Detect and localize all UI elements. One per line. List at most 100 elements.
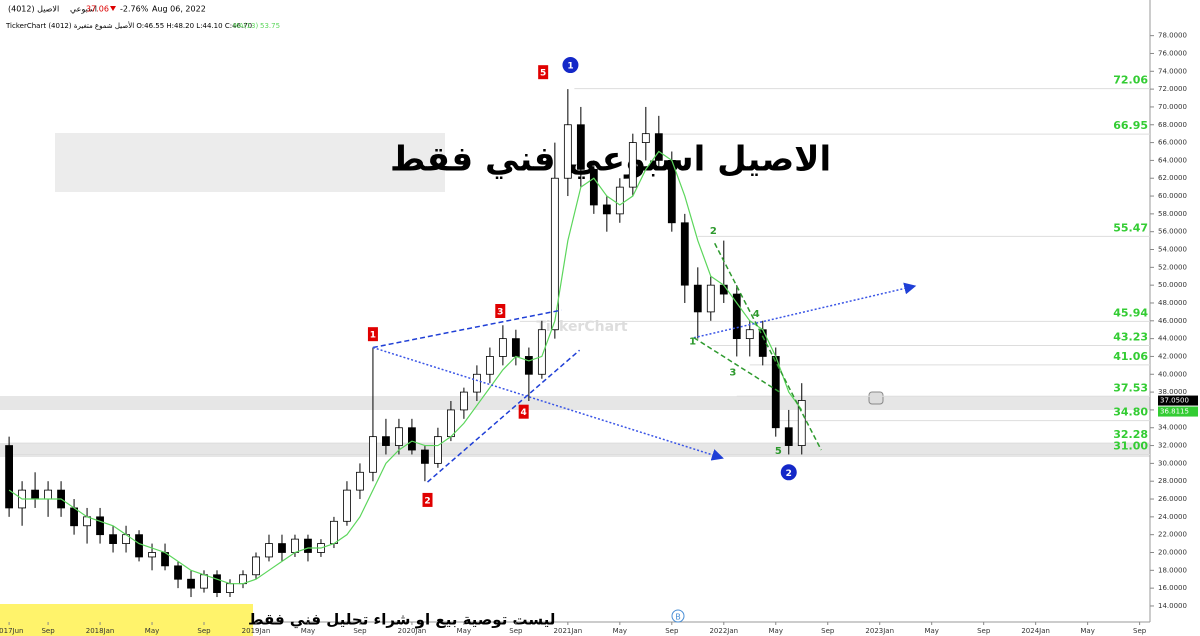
x-tick-label: May: [145, 627, 159, 635]
date: Aug 06, 2022: [152, 5, 206, 14]
y-tick-label: 26.0000: [1158, 495, 1187, 503]
x-tick-label: May: [924, 627, 938, 635]
wave-label: 5: [540, 69, 546, 79]
x-tick-label: 2022Jan: [709, 627, 738, 635]
wave-label: 2: [786, 469, 792, 479]
wave-box: [518, 404, 529, 419]
last-price: 37.06: [86, 5, 109, 14]
candle-body: [265, 543, 273, 558]
watermark: TickerChart: [536, 319, 628, 335]
trendline: [372, 309, 562, 349]
x-tick-label: May: [613, 627, 627, 635]
wave-label: 3: [497, 308, 503, 318]
y-tick-label: 74.0000: [1158, 67, 1187, 75]
y-tick-label: 28.0000: [1158, 477, 1187, 485]
candle-body: [187, 578, 195, 589]
candle-body: [693, 284, 702, 313]
level-label: 43.23: [1113, 330, 1148, 343]
candle-body: [563, 124, 572, 179]
candle-body: [472, 373, 481, 393]
candle-body: [304, 538, 312, 553]
candle-body: [784, 427, 793, 446]
wave-label: 1: [370, 331, 376, 341]
disclaimer: ليست توصية بيع او شراء تحليل فني فقط: [248, 611, 555, 629]
marker-b-text: B: [675, 613, 681, 622]
y-tick-label: 18.0000: [1158, 566, 1187, 574]
candle-body: [654, 133, 663, 161]
y-tick-label: 50.0000: [1158, 281, 1187, 289]
x-tick-label: May: [301, 627, 315, 635]
candle-body: [252, 556, 260, 576]
candle-body: [369, 436, 377, 473]
wave-label: 4: [753, 309, 760, 320]
wave-box: [367, 327, 378, 342]
y-tick-label: 42.0000: [1158, 352, 1187, 360]
y-tick-label: 58.0000: [1158, 210, 1187, 218]
x-tick-label: 2018Jan: [86, 627, 115, 635]
y-tick-label: 52.0000: [1158, 263, 1187, 271]
y-tick-label: 14.0000: [1158, 602, 1187, 610]
disclaimer-box: [0, 604, 253, 636]
x-tick-label: Sep: [977, 627, 991, 635]
trendline: [693, 337, 781, 393]
level-label: 32.28: [1113, 428, 1148, 441]
x-tick-label: 2019Jan: [242, 627, 271, 635]
y-tick-label: 38.0000: [1158, 388, 1187, 396]
candle-body: [447, 409, 455, 438]
candle-body: [511, 338, 520, 357]
icon: [868, 391, 884, 405]
price-tag-label: 37.0500: [1160, 397, 1189, 405]
level-label: 41.06: [1113, 350, 1148, 363]
ma-name: MA(13): [233, 22, 258, 30]
y-tick-label: 46.0000: [1158, 317, 1187, 325]
candle-body: [615, 186, 624, 215]
candle-body: [44, 489, 52, 500]
x-tick-label: 2020Jan: [398, 627, 427, 635]
y-tick-label: 78.0000: [1158, 32, 1187, 40]
y-tick-label: 24.0000: [1158, 513, 1187, 521]
x-tick-label: Sep: [197, 627, 211, 635]
candle-body: [148, 552, 156, 558]
candle-body: [291, 538, 299, 553]
x-tick-label: 2021Jan: [554, 627, 583, 635]
candle-body: [70, 507, 78, 527]
y-tick-label: 16.0000: [1158, 584, 1187, 592]
candle-body: [589, 168, 598, 206]
y-tick-label: 66.0000: [1158, 139, 1187, 147]
wave-label: 3: [729, 368, 736, 379]
x-tick-label: Sep: [1133, 627, 1147, 635]
candle-body: [680, 222, 689, 286]
candle-body: [5, 445, 13, 509]
x-tick-label: 2024Jan: [1021, 627, 1050, 635]
level-label: 72.06: [1113, 74, 1148, 87]
trendline: [693, 282, 917, 339]
down-arrow: [110, 6, 116, 11]
x-tick-label: Sep: [509, 627, 523, 635]
y-tick-label: 60.0000: [1158, 192, 1187, 200]
candle-body: [602, 204, 611, 215]
y-tick-label: 56.0000: [1158, 228, 1187, 236]
candle-body: [732, 293, 741, 340]
y-tick-label: 72.0000: [1158, 85, 1187, 93]
candle-body: [706, 284, 715, 313]
candle-body: [135, 534, 143, 558]
x-tick-label: May: [1080, 627, 1094, 635]
level-label: 45.94: [1113, 306, 1148, 319]
candle-body: [395, 427, 403, 446]
price-tag: [1158, 395, 1198, 406]
x-tick-label: Sep: [41, 627, 55, 635]
trendline: [427, 349, 581, 483]
y-tick-label: 68.0000: [1158, 121, 1187, 129]
wave-box: [495, 304, 506, 318]
wave-circle: [562, 57, 579, 74]
ma-value: 53.75: [260, 22, 280, 30]
candle-body: [550, 177, 559, 331]
candle-body: [278, 543, 286, 553]
y-tick-label: 64.0000: [1158, 156, 1187, 164]
candle-body: [485, 356, 494, 375]
y-tick-label: 40.0000: [1158, 370, 1187, 378]
x-tick-label: May: [769, 627, 783, 635]
level-label: 34.80: [1113, 406, 1148, 419]
candle-body: [226, 583, 234, 593]
